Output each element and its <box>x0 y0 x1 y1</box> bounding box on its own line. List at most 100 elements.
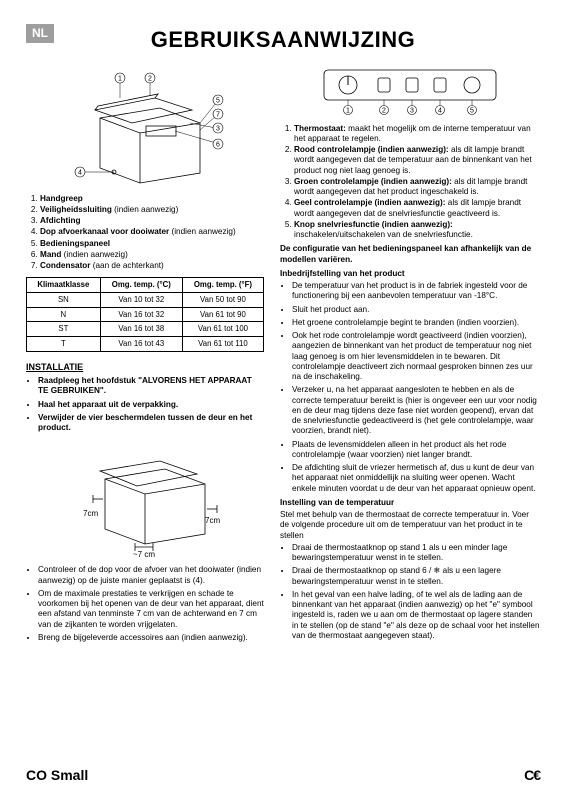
cell: Van 16 tot 32 <box>100 307 182 322</box>
comm-bullet-5: Verzeker u, na het apparaat aangesloten … <box>292 385 540 436</box>
panel-item-3-lead: Groen controlelampje (indien aanwezig): <box>294 177 452 186</box>
commissioning-bullets: De temperatuur van het product is in de … <box>280 281 540 494</box>
freezer-parts-list: Handgreep Veiligheidssluiting (indien aa… <box>26 194 264 272</box>
panel-item-5-rest: inschakelen/uitschakelen van de snelvrie… <box>294 230 473 239</box>
control-panel-diagram: 1 2 3 4 5 <box>320 68 500 116</box>
panel-items-list: Thermostaat: maakt het mogelijk om de in… <box>280 124 540 241</box>
cell: Van 10 tot 32 <box>100 292 182 307</box>
cell: Van 61 tot 90 <box>182 307 263 322</box>
part-3: Afdichting <box>40 216 264 226</box>
config-note: De configuratie van het bedieningspaneel… <box>280 244 540 265</box>
svg-text:3: 3 <box>410 107 414 114</box>
comm-bullet-4: Ook het rode controlelampje wordt geacti… <box>292 331 540 382</box>
cell: Van 61 tot 100 <box>182 322 263 337</box>
svg-text:5: 5 <box>216 97 220 104</box>
temperature-heading: Instelling van de temperatuur <box>280 498 540 508</box>
svg-text:6: 6 <box>216 141 220 148</box>
part-3-lead: Afdichting <box>40 216 80 225</box>
part-4: Dop afvoerkanaal voor dooiwater (indien … <box>40 227 264 237</box>
freezer-diagram: 1 2 5 7 3 6 4 <box>60 68 230 188</box>
installation-heading: INSTALLATIE <box>26 362 264 373</box>
cell: ST <box>27 322 101 337</box>
climate-tbody: SNVan 10 tot 32Van 50 tot 90 NVan 16 tot… <box>27 292 264 351</box>
temp-bullet-1: Draai de thermostaatknop op stand 1 als … <box>292 543 540 564</box>
install-bullet-1-lead: Raadpleeg het hoofdstuk "ALVORENS HET AP… <box>38 376 252 395</box>
commissioning-heading: Inbedrijfstelling van het product <box>280 269 540 279</box>
part-7-rest: (aan de achterkant) <box>91 261 164 270</box>
clearance-right-label: 7cm <box>205 516 220 525</box>
temperature-intro: Stel met behulp van de thermostaat de co… <box>280 510 540 541</box>
part-1-lead: Handgreep <box>40 194 83 203</box>
svg-text:2: 2 <box>382 107 386 114</box>
right-column: 1 2 3 4 5 Thermostaat: maakt het mogelij… <box>280 68 540 647</box>
part-2-rest: (indien aanwezig) <box>112 205 178 214</box>
left-column: 1 2 5 7 3 6 4 Handgreep Veiligheidssluit… <box>26 68 264 647</box>
cell: Van 61 tot 110 <box>182 337 263 352</box>
svg-text:1: 1 <box>118 75 122 82</box>
temperature-bullets: Draai de thermostaatknop op stand 1 als … <box>280 543 540 641</box>
svg-text:2: 2 <box>148 75 152 82</box>
cell: Van 16 tot 43 <box>100 337 182 352</box>
install-bullet-2: Haal het apparaat uit de verpakking. <box>38 400 264 410</box>
svg-text:4: 4 <box>438 107 442 114</box>
ce-mark-icon: C€ <box>524 767 540 785</box>
cell: Van 50 tot 90 <box>182 292 263 307</box>
ll-bullet-2: Om de maximale prestaties te verkrijgen … <box>38 589 264 630</box>
part-6: Mand (indien aanwezig) <box>40 250 264 260</box>
ll-bullet-1: Controleer of de dop voor de afvoer van … <box>38 565 264 586</box>
part-6-rest: (indien aanwezig) <box>61 250 127 259</box>
language-badge: NL <box>26 24 54 43</box>
cell: Van 16 tot 38 <box>100 322 182 337</box>
climate-class-table: Klimaatklasse Omg. temp. (°C) Omg. temp.… <box>26 277 264 352</box>
part-1: Handgreep <box>40 194 264 204</box>
panel-item-4: Geel controlelampje (indien aanwezig): a… <box>294 198 540 219</box>
svg-text:5: 5 <box>470 107 474 114</box>
table-row: NVan 16 tot 32Van 61 tot 90 <box>27 307 264 322</box>
installation-bullets: Raadpleeg het hoofdstuk "ALVORENS HET AP… <box>26 376 264 433</box>
th-temp-c: Omg. temp. (°C) <box>100 278 182 293</box>
svg-text:3: 3 <box>216 125 220 132</box>
part-5: Bedieningspaneel <box>40 239 264 249</box>
install-bullet-3: Verwijder de vier beschermdelen tussen d… <box>38 413 264 434</box>
panel-item-2-lead: Rood controlelampje (indien aanwezig): <box>294 145 449 154</box>
comm-bullet-2: Sluit het product aan. <box>292 305 540 315</box>
svg-text:4: 4 <box>78 169 82 176</box>
temp-bullet-3: In het geval van een halve lading, of te… <box>292 590 540 641</box>
table-row: SNVan 10 tot 32Van 50 tot 90 <box>27 292 264 307</box>
panel-item-1: Thermostaat: maakt het mogelijk om de in… <box>294 124 540 145</box>
cell: T <box>27 337 101 352</box>
footer-brand: CO Small <box>26 767 88 785</box>
part-4-rest: (indien aanwezig) <box>169 227 235 236</box>
panel-item-5: Knop snelvriesfunctie (indien aanwezig):… <box>294 220 540 241</box>
part-2-lead: Veiligheidssluiting <box>40 205 112 214</box>
part-7-lead: Condensator <box>40 261 91 270</box>
panel-item-3: Groen controlelampje (indien aanwezig): … <box>294 177 540 198</box>
part-5-lead: Bedieningspaneel <box>40 239 110 248</box>
clearance-left-label: 7cm <box>83 509 98 518</box>
temp-bullet-2: Draai de thermostaatknop op stand 6 / ❄ … <box>292 566 540 587</box>
page-title: GEBRUIKSAANWIJZING <box>26 26 540 54</box>
th-class: Klimaatklasse <box>27 278 101 293</box>
panel-item-4-lead: Geel controlelampje (indien aanwezig): <box>294 198 446 207</box>
comm-bullet-3: Het groene controlelampje begint te bran… <box>292 318 540 328</box>
svg-text:7: 7 <box>216 111 220 118</box>
table-row: STVan 16 tot 38Van 61 tot 100 <box>27 322 264 337</box>
panel-item-5-lead: Knop snelvriesfunctie (indien aanwezig): <box>294 220 453 229</box>
table-row: TVan 16 tot 43Van 61 tot 110 <box>27 337 264 352</box>
part-2: Veiligheidssluiting (indien aanwezig) <box>40 205 264 215</box>
comm-bullet-7: De afdichting sluit de vriezer hermetisc… <box>292 463 540 494</box>
cell: N <box>27 307 101 322</box>
svg-text:1: 1 <box>346 107 350 114</box>
comm-bullet-1: De temperatuur van het product is in de … <box>292 281 540 302</box>
comm-bullet-6: Plaats de levensmiddelen alleen in het p… <box>292 440 540 461</box>
panel-item-2: Rood controlelampje (indien aanwezig): a… <box>294 145 540 176</box>
install-bullet-2-lead: Haal het apparaat uit de verpakking. <box>38 400 178 409</box>
panel-item-1-lead: Thermostaat: <box>294 124 346 133</box>
part-6-lead: Mand <box>40 250 61 259</box>
ll-bullet-3: Breng de bijgeleverde accessoires aan (i… <box>38 633 264 643</box>
th-temp-f: Omg. temp. (°F) <box>182 278 263 293</box>
footer: CO Small C€ <box>26 767 540 785</box>
columns: 1 2 5 7 3 6 4 Handgreep Veiligheidssluit… <box>26 68 540 647</box>
left-lower-bullets: Controleer of de dop voor de afvoer van … <box>26 565 264 643</box>
part-7: Condensator (aan de achterkant) <box>40 261 264 271</box>
